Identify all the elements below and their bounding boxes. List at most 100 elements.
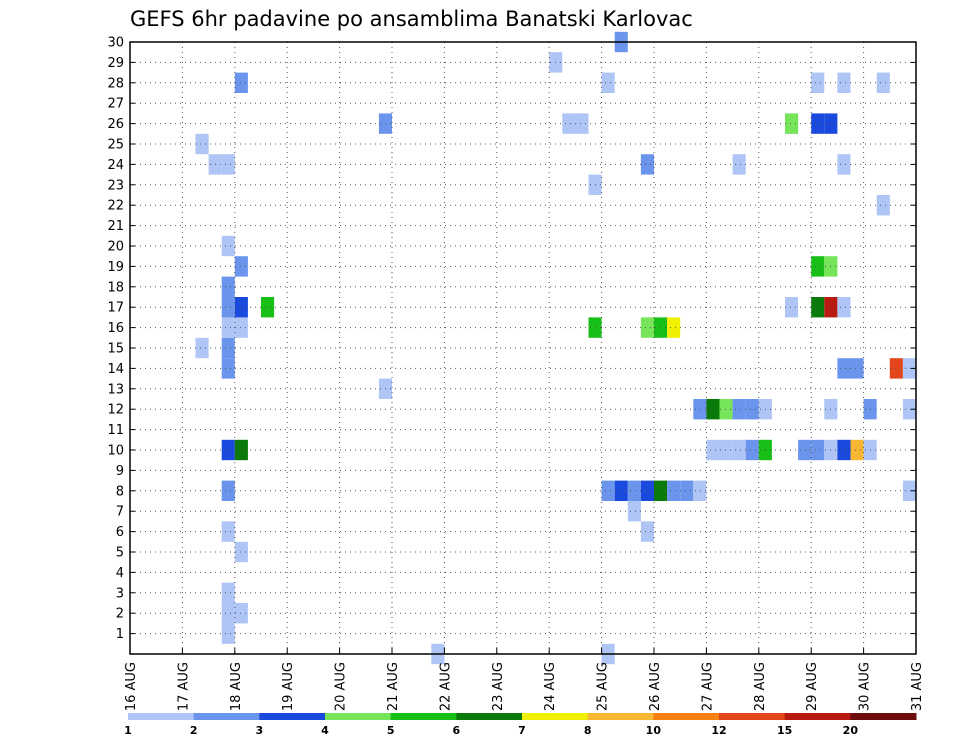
y-tick-label: 20: [107, 240, 124, 255]
x-tick-label: 16 AUG: [124, 662, 139, 711]
precip-cell: [614, 480, 628, 501]
precip-cell: [234, 317, 248, 338]
precip-cell: [811, 439, 825, 461]
precip-cell: [234, 439, 248, 461]
precip-cell: [221, 276, 235, 297]
precip-cell: [785, 113, 799, 134]
precip-cell: [732, 154, 746, 175]
y-tick-label: 26: [107, 117, 124, 132]
chart-title: GEFS 6hr padavine po ansamblima Banatski…: [130, 7, 693, 31]
x-tick-label: 19 AUG: [281, 662, 296, 711]
precip-cell: [837, 439, 851, 461]
y-tick-label: 29: [107, 56, 124, 71]
colorbar-label: 7: [518, 724, 526, 737]
y-tick-label: 19: [107, 260, 124, 275]
precip-cell: [575, 113, 589, 134]
precip-cell: [221, 154, 235, 175]
precip-cell: [706, 439, 720, 461]
colorbar-swatch: [587, 713, 654, 720]
precip-cell: [850, 439, 864, 461]
colorbar-label: 8: [584, 724, 592, 737]
y-tick-label: 28: [107, 76, 124, 91]
y-axis: 1234567891011121314151617181920212223242…: [107, 36, 916, 642]
x-tick-label: 20 AUG: [334, 662, 349, 711]
precip-cell: [221, 297, 235, 318]
precip-cell: [680, 480, 694, 501]
precip-cell: [745, 399, 759, 420]
precip-cell: [640, 521, 654, 542]
y-tick-label: 16: [107, 321, 124, 336]
precip-cell: [837, 154, 851, 175]
precip-cell: [719, 399, 733, 420]
precip-cell: [693, 480, 707, 501]
colorbar-label: 20: [843, 724, 859, 737]
precip-cell: [811, 297, 825, 318]
precip-cell: [640, 480, 654, 501]
precip-cell: [811, 256, 825, 277]
precip-cell: [837, 72, 851, 93]
precip-cell: [562, 113, 576, 134]
precip-cell: [811, 113, 825, 134]
y-tick-label: 13: [107, 382, 124, 397]
y-tick-label: 5: [116, 546, 124, 561]
y-tick-label: 11: [107, 423, 124, 438]
y-tick-label: 21: [107, 219, 124, 234]
precip-cell: [693, 399, 707, 420]
x-tick-label: 29 AUG: [805, 662, 820, 711]
y-tick-label: 9: [116, 464, 124, 479]
y-tick-label: 23: [107, 178, 124, 193]
colorbar-swatch: [128, 713, 195, 720]
colorbar-label: 5: [387, 724, 395, 737]
colorbar-label: 3: [256, 724, 264, 737]
y-tick-label: 10: [107, 444, 124, 459]
y-tick-label: 8: [116, 484, 124, 499]
precip-cell: [221, 337, 235, 359]
y-tick-label: 7: [116, 505, 124, 520]
colorbar-label: 15: [777, 724, 792, 737]
precip-cell: [902, 480, 916, 501]
precip-cell: [195, 133, 209, 155]
precip-cell: [221, 358, 235, 379]
precip-cell: [785, 297, 799, 318]
precip-cell: [221, 582, 235, 603]
y-tick-label: 4: [116, 566, 124, 581]
x-tick-label: 27 AUG: [700, 662, 715, 711]
y-tick-label: 6: [116, 525, 124, 540]
precip-cell: [601, 480, 615, 501]
colorbar-label: 4: [321, 724, 329, 737]
precip-cell: [745, 439, 759, 461]
precip-cell: [627, 501, 641, 522]
precip-cell: [902, 399, 916, 420]
precip-cell: [234, 603, 248, 624]
y-tick-label: 27: [107, 97, 124, 112]
y-tick-label: 18: [107, 280, 124, 295]
precip-cell: [221, 439, 235, 461]
precip-cell: [902, 358, 916, 379]
precip-cell: [221, 235, 235, 257]
x-tick-label: 28 AUG: [753, 662, 768, 711]
x-tick-label: 22 AUG: [438, 662, 453, 711]
precip-cell: [195, 337, 209, 359]
colorbar-swatch: [390, 713, 457, 720]
x-tick-label: 30 AUG: [858, 662, 873, 711]
precip-cell: [850, 358, 864, 379]
colorbar-swatch: [850, 713, 917, 720]
precip-cell: [221, 317, 235, 338]
precip-cell: [601, 72, 615, 93]
precip-cell: [798, 439, 812, 461]
precip-cell: [234, 541, 248, 563]
precip-cell: [811, 72, 825, 93]
precip-cell: [221, 603, 235, 624]
colorbar-swatch: [522, 713, 589, 720]
colorbar: 1 2 3 4 5 6 7 8 10 12 15 20: [124, 713, 917, 737]
x-tick-label: 25 AUG: [596, 662, 611, 711]
x-tick-label: 21 AUG: [386, 662, 401, 711]
y-tick-label: 2: [116, 607, 124, 622]
colorbar-label: 12: [711, 724, 726, 737]
colorbar-swatch: [259, 713, 326, 720]
precip-cell: [732, 439, 746, 461]
colorbar-label: 6: [453, 724, 461, 737]
colorbar-swatch: [325, 713, 392, 720]
precip-cell: [234, 256, 248, 277]
x-axis: 16 AUG 17 AUG 18 AUG 19 AUG 20 AUG 21 AUG 22 A…: [124, 648, 925, 711]
